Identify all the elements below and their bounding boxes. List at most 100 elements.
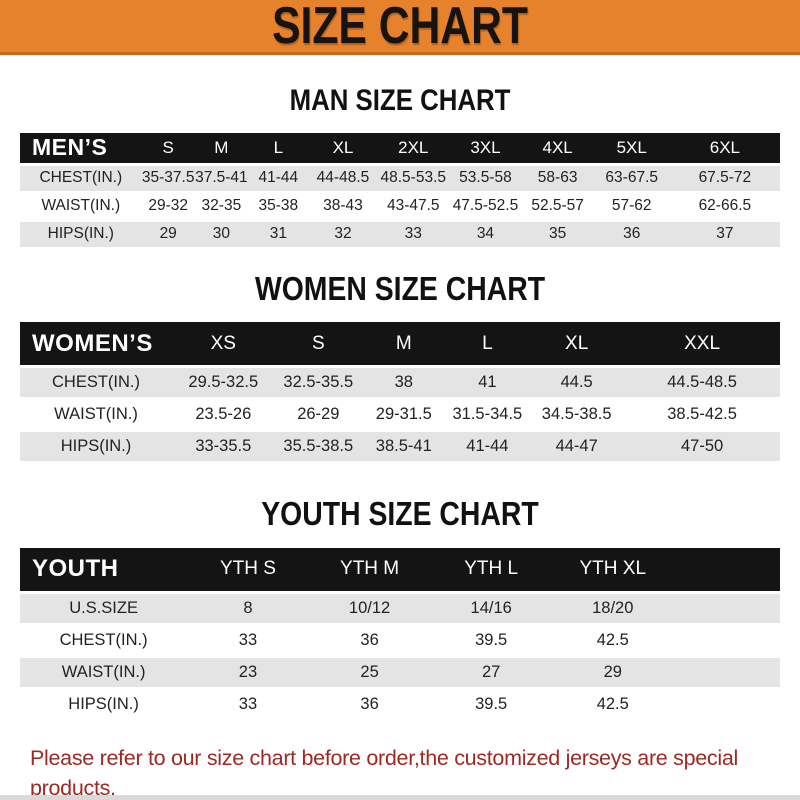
- row-label: WAIST(IN.): [20, 657, 188, 687]
- size-cell: 36: [308, 625, 431, 655]
- size-cell: 31: [247, 221, 309, 247]
- size-cell: 34.5-38.5: [529, 400, 625, 430]
- women-chest-row: CHEST(IN.) 29.5-32.5 32.5-35.5 38 41 44.…: [20, 368, 780, 398]
- size-cell: 34: [449, 221, 522, 247]
- women-col-header: L: [445, 322, 530, 366]
- size-cell: 42.5: [551, 689, 674, 719]
- man-section-heading: MAN SIZE CHART: [289, 84, 511, 117]
- page-title: SIZE CHART: [272, 0, 528, 55]
- men-header-row: MEN’S S M L XL 2XL 3XL 4XL 5XL 6XL: [20, 132, 780, 163]
- bottom-edge-strip: [0, 795, 800, 800]
- youth-col-header: YTH S: [187, 547, 309, 591]
- women-hips-row: HIPS(IN.) 33-35.5 35.5-38.5 38.5-41 41-4…: [20, 432, 780, 462]
- size-cell: 62-66.5: [669, 193, 780, 219]
- size-cell: 33: [377, 221, 450, 247]
- women-col-header: XS: [172, 322, 275, 366]
- men-col-header: XL: [308, 132, 378, 163]
- row-label: HIPS(IN.): [20, 221, 142, 247]
- size-cell: 39.5: [430, 689, 552, 719]
- size-cell: 29: [141, 221, 195, 247]
- size-cell: 10/12: [308, 593, 431, 623]
- disclaimer-text: Please refer to our size chart before or…: [30, 743, 780, 800]
- women-col-header: S: [274, 322, 362, 366]
- spacer-cell: [673, 593, 780, 623]
- size-cell: 38.5-41: [361, 432, 446, 462]
- size-cell: 33: [187, 625, 309, 655]
- men-size-table: MEN’S S M L XL 2XL 3XL 4XL 5XL 6XL CHEST…: [20, 130, 780, 250]
- men-col-header: 2XL: [377, 132, 450, 163]
- size-cell: 14/16: [430, 593, 552, 623]
- women-col-header: M: [361, 322, 446, 366]
- spacer-cell: [673, 657, 780, 687]
- men-col-header: 3XL: [449, 132, 522, 163]
- size-cell: 23: [187, 657, 309, 687]
- size-cell: 36: [308, 689, 431, 719]
- men-table-label: MEN’S: [20, 132, 142, 163]
- size-cell: 44-48.5: [308, 165, 378, 191]
- size-cell: 35: [521, 221, 594, 247]
- youth-col-header: YTH L: [430, 547, 552, 591]
- size-cell: 41-44: [247, 165, 309, 191]
- size-cell: 39.5: [430, 625, 552, 655]
- youth-hips-row: HIPS(IN.) 33 36 39.5 42.5: [20, 689, 780, 719]
- row-label: HIPS(IN.): [20, 689, 188, 719]
- youth-header-row: YOUTH YTH S YTH M YTH L YTH XL: [20, 547, 780, 591]
- youth-chest-row: CHEST(IN.) 33 36 39.5 42.5: [20, 625, 780, 655]
- row-label: CHEST(IN.): [20, 165, 142, 191]
- size-cell: 26-29: [274, 400, 362, 430]
- size-cell: 8: [187, 593, 309, 623]
- men-col-header: 6XL: [669, 132, 780, 163]
- youth-col-header: YTH XL: [551, 547, 674, 591]
- row-label: CHEST(IN.): [20, 368, 172, 398]
- women-col-header: XXL: [624, 322, 780, 366]
- row-label: HIPS(IN.): [20, 432, 172, 462]
- size-cell: 35.5-38.5: [274, 432, 362, 462]
- youth-table-label: YOUTH: [20, 547, 188, 591]
- size-cell: 32.5-35.5: [274, 368, 362, 398]
- row-label: U.S.SIZE: [20, 593, 188, 623]
- youth-section-heading: YOUTH SIZE CHART: [261, 495, 539, 533]
- size-cell: 44.5: [529, 368, 625, 398]
- size-cell: 29.5-32.5: [172, 368, 275, 398]
- youth-waist-row: WAIST(IN.) 23 25 27 29: [20, 657, 780, 687]
- size-cell: 29: [551, 657, 674, 687]
- size-cell: 31.5-34.5: [445, 400, 530, 430]
- size-cell: 57-62: [593, 193, 670, 219]
- size-cell: 47-50: [624, 432, 780, 462]
- men-hips-row: HIPS(IN.) 29 30 31 32 33 34 35 36 37: [20, 221, 780, 247]
- youth-size-table: YOUTH YTH S YTH M YTH L YTH XL U.S.SIZE …: [20, 545, 780, 722]
- row-label: CHEST(IN.): [20, 625, 188, 655]
- men-col-header: L: [247, 132, 309, 163]
- women-header-row: WOMEN’S XS S M L XL XXL: [20, 322, 780, 366]
- size-cell: 47.5-52.5: [449, 193, 522, 219]
- size-cell: 63-67.5: [593, 165, 670, 191]
- women-col-header: XL: [529, 322, 625, 366]
- size-cell: 27: [430, 657, 552, 687]
- spacer-cell: [673, 547, 780, 591]
- spacer-cell: [673, 625, 780, 655]
- size-cell: 38: [361, 368, 446, 398]
- men-col-header: 5XL: [593, 132, 670, 163]
- size-cell: 37.5-41: [194, 165, 248, 191]
- size-cell: 67.5-72: [669, 165, 780, 191]
- spacer-cell: [673, 689, 780, 719]
- youth-ussize-row: U.S.SIZE 8 10/12 14/16 18/20: [20, 593, 780, 623]
- size-cell: 44-47: [529, 432, 625, 462]
- men-col-header: S: [141, 132, 195, 163]
- size-cell: 48.5-53.5: [377, 165, 450, 191]
- size-cell: 41-44: [445, 432, 530, 462]
- women-size-table: WOMEN’S XS S M L XL XXL CHEST(IN.) 29.5-…: [20, 319, 780, 464]
- size-cell: 29-31.5: [361, 400, 446, 430]
- size-cell: 37: [669, 221, 780, 247]
- size-cell: 30: [194, 221, 248, 247]
- size-cell: 36: [593, 221, 670, 247]
- women-waist-row: WAIST(IN.) 23.5-26 26-29 29-31.5 31.5-34…: [20, 400, 780, 430]
- size-cell: 18/20: [551, 593, 674, 623]
- row-label: WAIST(IN.): [20, 400, 172, 430]
- size-cell: 29-32: [141, 193, 195, 219]
- women-table-label: WOMEN’S: [20, 322, 172, 366]
- size-cell: 25: [308, 657, 431, 687]
- size-cell: 44.5-48.5: [624, 368, 780, 398]
- size-cell: 52.5-57: [521, 193, 594, 219]
- size-cell: 35-38: [247, 193, 309, 219]
